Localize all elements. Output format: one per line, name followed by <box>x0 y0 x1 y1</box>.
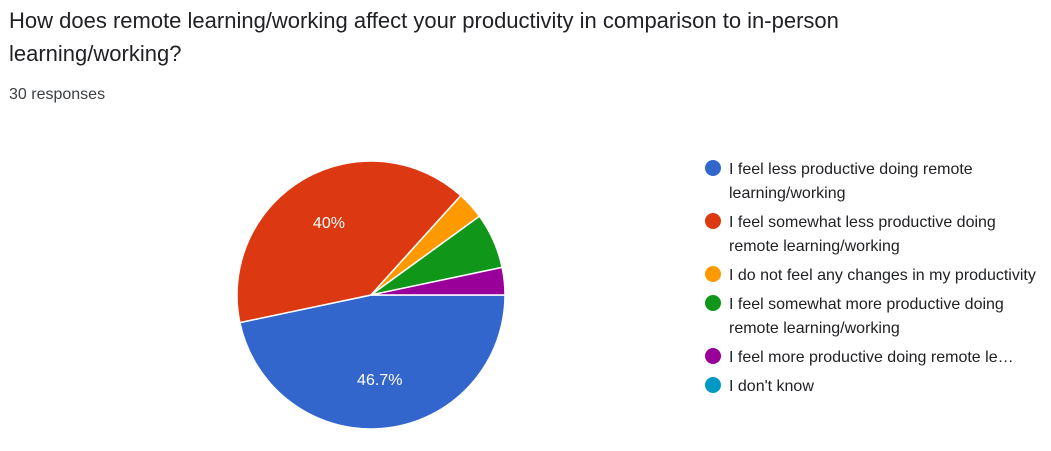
legend-swatch <box>705 295 721 311</box>
response-count: 30 responses <box>9 86 106 103</box>
legend-item: I do not feel any changes in my producti… <box>703 264 1048 288</box>
legend-item: I don't know <box>703 375 1048 399</box>
legend-swatch <box>705 160 721 176</box>
pie-slice <box>238 294 506 430</box>
legend-label: I do not feel any changes in my producti… <box>729 267 1036 284</box>
legend-item: I feel somewhat less productive doing re… <box>703 211 1048 259</box>
legend-label: I feel more productive doing remote le… <box>729 349 1014 366</box>
legend-item: I feel less productive doing remote lear… <box>703 158 1048 206</box>
legend-swatch <box>705 213 721 229</box>
pie-slice <box>370 266 506 296</box>
legend-swatch <box>705 266 721 282</box>
legend-label: I feel somewhat more productive doing re… <box>729 296 1004 337</box>
legend-label: I don't know <box>729 378 814 395</box>
pie-data-label: 46.7% <box>357 372 402 389</box>
chart-legend: I feel less productive doing remote lear… <box>703 158 1048 404</box>
pie-data-label: 40% <box>313 215 345 232</box>
legend-item: I feel more productive doing remote le… <box>703 346 1048 370</box>
legend-label: I feel somewhat less productive doing re… <box>729 214 996 255</box>
question-title: How does remote learning/working affect … <box>9 8 839 66</box>
pie-slice <box>236 160 462 324</box>
legend-item: I feel somewhat more productive doing re… <box>703 293 1048 341</box>
legend-label: I feel less productive doing remote lear… <box>729 161 973 202</box>
legend-swatch <box>705 377 721 393</box>
legend-swatch <box>705 348 721 364</box>
